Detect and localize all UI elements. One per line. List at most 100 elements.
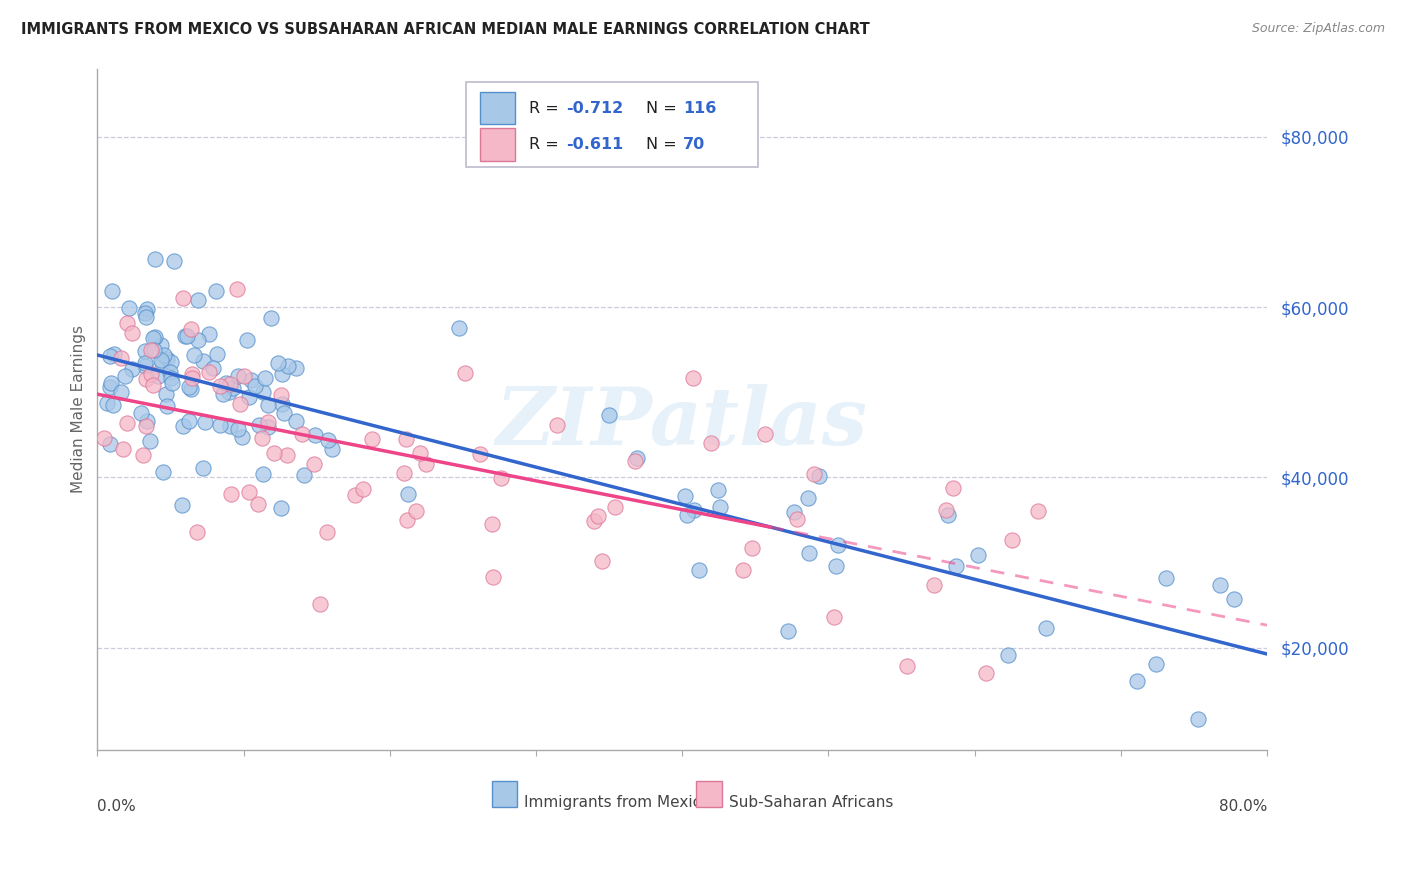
Point: [395, 432, 418, 446]
Point: [447, 320, 470, 334]
Point: [228, 397, 250, 411]
Text: -0.712: -0.712: [567, 101, 624, 116]
Point: [799, 545, 821, 559]
Point: [135, 301, 157, 316]
Point: [1144, 657, 1167, 671]
Point: [252, 467, 274, 481]
Point: [96, 396, 118, 410]
Point: [156, 400, 179, 414]
Point: [129, 406, 152, 420]
Y-axis label: Median Male Earnings: Median Male Earnings: [72, 326, 86, 493]
Point: [135, 310, 157, 324]
Point: [343, 488, 366, 502]
Point: [626, 450, 648, 465]
Point: [143, 343, 166, 358]
Point: [398, 487, 420, 501]
Point: [284, 360, 307, 375]
Point: [586, 508, 609, 523]
Point: [155, 387, 177, 401]
Point: [896, 658, 918, 673]
Text: N =: N =: [645, 101, 682, 116]
Point: [218, 376, 240, 391]
Point: [807, 469, 830, 483]
Point: [225, 282, 247, 296]
Point: [1035, 621, 1057, 635]
Point: [260, 311, 283, 326]
Point: [271, 367, 294, 381]
Point: [103, 398, 125, 412]
Point: [741, 541, 763, 556]
Point: [238, 390, 260, 404]
Point: [177, 380, 200, 394]
Point: [257, 398, 280, 412]
Point: [152, 348, 174, 362]
Point: [139, 343, 162, 357]
Point: [967, 548, 990, 562]
Point: [110, 385, 132, 400]
Point: [395, 513, 418, 527]
Text: Source: ZipAtlas.com: Source: ZipAtlas.com: [1251, 22, 1385, 36]
Text: 80.0%: 80.0%: [1219, 799, 1267, 814]
Point: [136, 414, 159, 428]
Point: [291, 427, 314, 442]
Point: [936, 508, 959, 522]
Point: [253, 371, 276, 385]
Point: [150, 353, 173, 368]
Point: [252, 384, 274, 399]
Point: [222, 381, 245, 395]
Point: [250, 431, 273, 445]
Point: [1223, 591, 1246, 606]
Point: [198, 326, 221, 341]
FancyBboxPatch shape: [479, 92, 515, 124]
Point: [218, 384, 240, 399]
Point: [468, 446, 491, 460]
Point: [139, 368, 162, 382]
Point: [304, 427, 326, 442]
Point: [583, 514, 606, 528]
Point: [276, 448, 298, 462]
Point: [263, 446, 285, 460]
Point: [238, 484, 260, 499]
Point: [682, 371, 704, 385]
Point: [160, 371, 183, 385]
Point: [176, 329, 198, 343]
Point: [935, 503, 957, 517]
Point: [172, 418, 194, 433]
Point: [974, 666, 997, 681]
Point: [236, 333, 259, 347]
Point: [827, 539, 849, 553]
Point: [134, 356, 156, 370]
Point: [226, 368, 249, 383]
Point: [115, 316, 138, 330]
Point: [1154, 571, 1177, 585]
Point: [121, 362, 143, 376]
Point: [803, 467, 825, 481]
Point: [215, 376, 238, 391]
Point: [180, 370, 202, 384]
Point: [361, 432, 384, 446]
Point: [302, 457, 325, 471]
Point: [191, 353, 214, 368]
Point: [208, 379, 231, 393]
Point: [131, 448, 153, 462]
Point: [598, 409, 620, 423]
Point: [110, 351, 132, 365]
Text: N =: N =: [645, 137, 682, 153]
Point: [605, 500, 627, 515]
Point: [688, 562, 710, 576]
Point: [101, 284, 124, 298]
Point: [942, 481, 965, 495]
FancyBboxPatch shape: [492, 781, 517, 807]
Text: IMMIGRANTS FROM MEXICO VS SUBSAHARAN AFRICAN MEDIAN MALE EARNINGS CORRELATION CH: IMMIGRANTS FROM MEXICO VS SUBSAHARAN AFR…: [21, 22, 870, 37]
Point: [204, 284, 226, 298]
Point: [1026, 503, 1049, 517]
Point: [100, 376, 122, 390]
Point: [112, 442, 135, 456]
Point: [114, 368, 136, 383]
Point: [700, 436, 723, 450]
Text: 116: 116: [683, 101, 717, 116]
Point: [709, 500, 731, 514]
Point: [316, 524, 339, 539]
Point: [142, 377, 165, 392]
Point: [1209, 578, 1232, 592]
